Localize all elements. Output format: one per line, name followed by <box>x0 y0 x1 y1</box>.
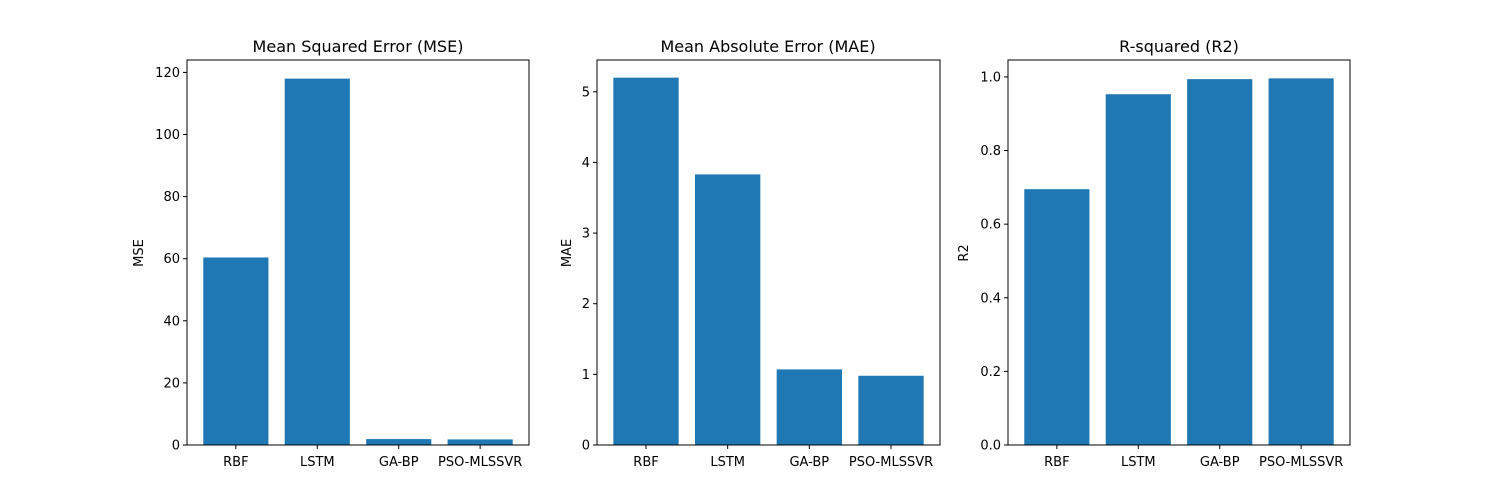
x-tick-label: LSTM <box>710 455 745 470</box>
bar-lstm <box>284 78 350 445</box>
x-tick-label: RBF <box>1044 455 1069 470</box>
y-tick-label: 4 <box>582 156 590 171</box>
x-tick-label: PSO-MLSSVR <box>1259 455 1343 470</box>
bar-ga-bp <box>1187 79 1253 445</box>
bars <box>203 78 513 445</box>
y-ticks: 0.0 0.2 0.4 0.6 0.8 1.0 <box>980 70 1008 454</box>
r2-chart: R-squared (R2) R2 0.0 0.2 0.4 0.6 0.8 1.0 RBF… <box>957 37 1351 470</box>
x-tick-label: RBF <box>223 455 248 470</box>
bar-pso-mlssvr <box>858 375 924 445</box>
y-tick-label: 120 <box>155 66 180 81</box>
plot-frame <box>1007 59 1351 446</box>
y-tick-label: 0 <box>582 439 590 454</box>
x-tick-label: GA-BP <box>379 455 419 470</box>
y-tick-label: 2 <box>582 297 590 312</box>
x-tick-label: GA-BP <box>789 455 829 470</box>
bar-ga-bp <box>366 439 432 445</box>
y-axis-label: MAE <box>560 239 575 267</box>
bar-pso-mlssvr <box>1268 78 1334 446</box>
mae-chart: Mean Absolute Error (MAE) MAE 0 1 2 3 4 5 RBF… <box>560 37 941 470</box>
y-tick-label: 1.0 <box>980 70 1001 85</box>
y-ticks: 0 20 40 60 80 100 120 <box>155 66 187 454</box>
y-axis-label: R2 <box>957 244 972 261</box>
y-tick-label: 40 <box>163 314 180 329</box>
bar-rbf <box>613 77 679 445</box>
y-tick-label: 3 <box>582 227 590 242</box>
y-ticks: 0 1 2 3 4 5 <box>582 85 597 454</box>
bars <box>1024 78 1334 446</box>
bar-lstm <box>695 174 761 445</box>
bars <box>613 77 924 445</box>
plot-frame <box>186 59 530 446</box>
y-tick-label: 0.2 <box>980 365 1001 380</box>
x-ticks: RBF LSTM GA-BP PSO-MLSSVR <box>633 445 933 470</box>
x-tick-label: PSO-MLSSVR <box>438 455 522 470</box>
x-tick-label: RBF <box>633 455 658 470</box>
x-tick-label: PSO-MLSSVR <box>849 455 933 470</box>
x-ticks: RBF LSTM GA-BP PSO-MLSSVR <box>1044 445 1343 470</box>
bar-rbf <box>203 257 269 445</box>
y-tick-label: 1 <box>582 368 590 383</box>
bar-lstm <box>1105 94 1171 445</box>
chart-title: R-squared (R2) <box>1119 37 1239 56</box>
x-tick-label: GA-BP <box>1200 455 1240 470</box>
x-ticks: RBF LSTM GA-BP PSO-MLSSVR <box>223 445 522 470</box>
bar-ga-bp <box>776 369 842 445</box>
y-tick-label: 20 <box>163 376 180 391</box>
x-tick-label: LSTM <box>1121 455 1156 470</box>
y-tick-label: 0.4 <box>980 291 1001 306</box>
y-tick-label: 80 <box>163 190 180 205</box>
y-tick-label: 100 <box>155 128 180 143</box>
plot-frame <box>596 59 941 446</box>
chart-title: Mean Squared Error (MSE) <box>253 37 464 56</box>
bar-rbf <box>1024 189 1090 445</box>
y-tick-label: 60 <box>163 252 180 267</box>
y-tick-label: 0.6 <box>980 218 1001 233</box>
y-tick-label: 0 <box>172 439 180 454</box>
y-tick-label: 5 <box>582 85 590 100</box>
chart-title: Mean Absolute Error (MAE) <box>660 37 875 56</box>
y-tick-label: 0.0 <box>980 439 1001 454</box>
mse-chart: Mean Squared Error (MSE) MSE 0 20 40 60 80 10… <box>132 37 530 470</box>
y-axis-label: MSE <box>132 239 147 267</box>
bar-pso-mlssvr <box>447 439 513 445</box>
x-tick-label: LSTM <box>300 455 335 470</box>
y-tick-label: 0.8 <box>980 144 1001 159</box>
